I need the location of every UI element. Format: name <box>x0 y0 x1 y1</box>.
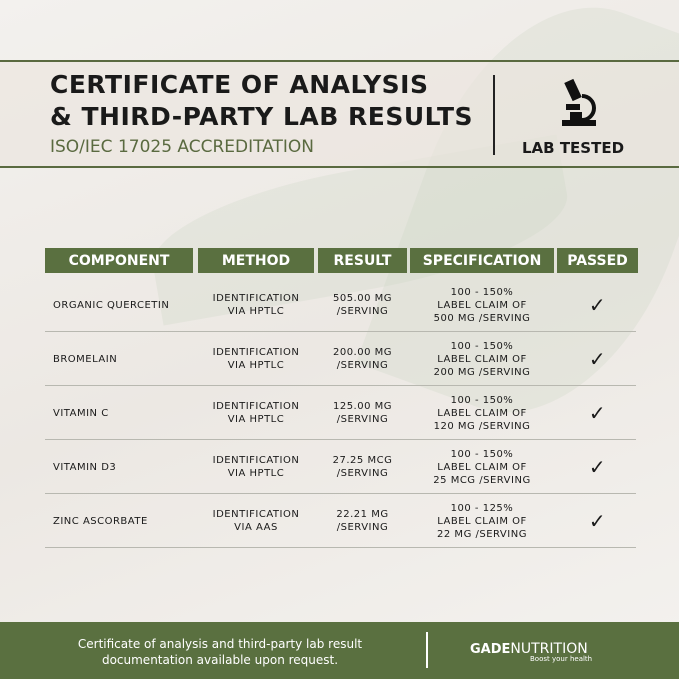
result-cell: 22.21 MG/SERVING <box>318 494 407 548</box>
check-icon: ✓ <box>588 292 607 317</box>
spec-cell-line: 100 - 125% <box>450 502 514 514</box>
component-cell: BROMELAIN <box>53 353 118 365</box>
component-cell: ORGANIC QUERCETIN <box>53 299 170 311</box>
title-line2: & THIRD-PARTY LAB RESULTS <box>50 102 474 131</box>
result-cell: 200.00 MG/SERVING <box>318 332 407 386</box>
method-cell-line: VIA HPTLC <box>227 468 285 479</box>
spec-cell-line: 100 - 150% <box>450 448 514 460</box>
spec-cell-line: 100 - 150% <box>450 394 514 406</box>
spec-cell: 100 - 150% LABEL CLAIM OF 200 MG /SERVING <box>410 332 554 386</box>
table-row: VITAMIN C IDENTIFICATION VIA HPTLC 125.00 M… <box>45 386 636 440</box>
method-cell-line: IDENTIFICATION <box>212 455 300 466</box>
result-cell-line: 200.00 MG <box>332 347 393 358</box>
table-row: ZINC ASCORBATE IDENTIFICATION VIA AAS 22.21… <box>45 494 636 548</box>
spec-cell-line: LABEL CLAIM OF <box>437 299 527 311</box>
lab-tested-label: LAB TESTED <box>522 139 625 157</box>
method-cell: IDENTIFICATION VIA AAS <box>198 494 314 548</box>
title-line1: CERTIFICATE OF ANALYSIS <box>50 70 429 99</box>
column-header-specification: SPECIFICATION <box>410 248 554 273</box>
check-icon: ✓ <box>588 454 607 479</box>
brand-bold: GADE <box>470 642 511 657</box>
footer-line2: documentation available upon request. <box>101 653 339 667</box>
brand-tagline: Boost your health <box>530 655 593 663</box>
result-cell-line: /SERVING <box>336 522 389 533</box>
spec-cell-line: 100 - 150% <box>450 286 514 298</box>
result-cell: 125.00 MG/SERVING <box>318 386 407 440</box>
spec-cell-line: 200 MG /SERVING <box>433 366 531 378</box>
divider <box>493 75 495 155</box>
column-header-method: METHOD <box>198 248 314 273</box>
check-icon: ✓ <box>588 508 607 533</box>
method-cell-line: VIA HPTLC <box>227 306 285 317</box>
footer <box>0 622 679 679</box>
result-cell-line: 27.25 MCG <box>332 455 393 466</box>
result-cell: 27.25 MCG/SERVING <box>318 440 407 494</box>
component-cell: VITAMIN C <box>53 407 109 419</box>
brand-rest: NUTRITION <box>510 641 588 657</box>
spec-cell: 100 - 150% LABEL CLAIM OF 120 MG /SERVING <box>410 386 554 440</box>
method-cell-line: VIA AAS <box>234 522 278 533</box>
spec-cell-line: LABEL CLAIM OF <box>437 461 527 473</box>
spec-cell-line: LABEL CLAIM OF <box>437 515 527 527</box>
method-cell-line: VIA HPTLC <box>227 360 285 371</box>
footer-note: Certificate of analysis and third-party … <box>60 636 380 668</box>
spec-cell: 100 - 125% LABEL CLAIM OF 22 MG /SERVING <box>410 494 554 548</box>
spec-cell-line: 120 MG /SERVING <box>433 420 531 432</box>
spec-cell: 100 - 150% LABEL CLAIM OF 500 MG /SERVING <box>410 278 554 332</box>
spec-cell-line: 25 MCG /SERVING <box>433 474 531 486</box>
spec-cell: 100 - 150% LABEL CLAIM OF 25 MCG /SERVING <box>410 440 554 494</box>
spec-cell-line: 500 MG /SERVING <box>433 312 531 324</box>
column-header-component: COMPONENT <box>45 248 193 273</box>
method-cell-line: IDENTIFICATION <box>212 347 300 358</box>
method-cell-line: IDENTIFICATION <box>212 293 300 304</box>
method-cell-line: IDENTIFICATION <box>212 401 300 412</box>
result-cell: 505.00 MG/SERVING <box>318 278 407 332</box>
result-cell-line: /SERVING <box>336 414 389 425</box>
result-cell-line: 125.00 MG <box>332 401 393 412</box>
result-cell-line: /SERVING <box>336 360 389 371</box>
spec-cell-line: 22 MG /SERVING <box>437 528 527 540</box>
footer-divider <box>426 632 428 668</box>
spec-cell-line: 100 - 150% <box>450 340 514 352</box>
result-cell-line: 22.21 MG <box>336 509 389 520</box>
column-header-result: RESULT <box>318 248 407 273</box>
spec-cell-line: LABEL CLAIM OF <box>437 353 527 365</box>
result-cell-line: 505.00 MG <box>332 293 393 304</box>
component-cell: VITAMIN D3 <box>53 461 117 473</box>
microscope-icon <box>562 78 596 126</box>
table-row: VITAMIN D3 IDENTIFICATION VIA HPTLC 27.25 M… <box>45 440 636 494</box>
spec-cell-line: LABEL CLAIM OF <box>437 407 527 419</box>
footer-line1: Certificate of analysis and third-party … <box>77 637 363 651</box>
component-cell: ZINC ASCORBATE <box>53 515 148 527</box>
method-cell: IDENTIFICATION VIA HPTLC <box>198 386 314 440</box>
result-cell-line: /SERVING <box>336 468 389 479</box>
check-icon: ✓ <box>588 346 607 371</box>
header-band <box>0 60 679 168</box>
column-header-passed: PASSED <box>557 248 638 273</box>
result-cell-line: /SERVING <box>336 306 389 317</box>
table-row: ORGANIC QUERCETIN IDENTIFICATION VIA HPTLC… <box>45 278 636 332</box>
table-row: BROMELAIN IDENTIFICATION VIA HPTLC 200.00 M… <box>45 332 636 386</box>
method-cell-line: VIA HPTLC <box>227 414 285 425</box>
method-cell: IDENTIFICATION VIA HPTLC <box>198 278 314 332</box>
subtitle: ISO/IEC 17025 ACCREDITATION <box>50 137 315 157</box>
check-icon: ✓ <box>588 400 607 425</box>
method-cell: IDENTIFICATION VIA HPTLC <box>198 440 314 494</box>
method-cell: IDENTIFICATION VIA HPTLC <box>198 332 314 386</box>
method-cell-line: IDENTIFICATION <box>212 509 300 520</box>
brand-logo: GADENUTRITION Boost your health <box>470 638 592 663</box>
